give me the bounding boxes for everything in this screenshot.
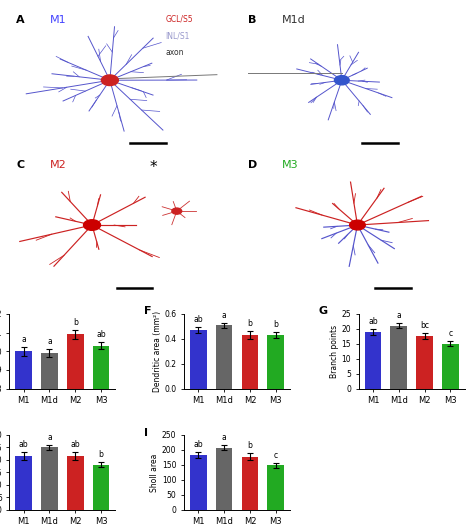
Bar xyxy=(93,465,109,510)
Circle shape xyxy=(172,208,182,214)
Y-axis label: Branch points: Branch points xyxy=(329,324,338,378)
Text: a: a xyxy=(222,311,227,320)
Circle shape xyxy=(350,220,365,230)
Bar xyxy=(216,325,232,389)
Text: D: D xyxy=(248,160,257,169)
Text: c: c xyxy=(273,451,278,460)
Y-axis label: Sholl area: Sholl area xyxy=(150,453,159,492)
Text: b: b xyxy=(247,441,252,450)
Circle shape xyxy=(101,75,118,85)
Text: A: A xyxy=(16,15,25,25)
Text: M1: M1 xyxy=(50,15,66,25)
Text: ab: ab xyxy=(96,330,106,339)
Circle shape xyxy=(83,220,100,230)
Text: bc: bc xyxy=(420,321,429,330)
Bar xyxy=(216,448,232,510)
Bar xyxy=(267,466,284,510)
Text: INL/S1: INL/S1 xyxy=(165,31,190,40)
Bar xyxy=(365,332,381,389)
Text: a: a xyxy=(47,433,52,442)
Text: C: C xyxy=(16,160,24,169)
Text: a: a xyxy=(21,335,26,344)
Bar xyxy=(15,351,32,531)
Text: G: G xyxy=(319,306,328,316)
Text: a: a xyxy=(396,312,401,320)
Bar xyxy=(242,457,258,510)
Text: M3: M3 xyxy=(282,160,298,169)
Bar xyxy=(15,456,32,510)
Bar xyxy=(93,346,109,531)
Bar xyxy=(390,326,407,389)
Text: b: b xyxy=(73,318,78,327)
Text: ab: ab xyxy=(193,440,203,449)
Bar xyxy=(41,353,58,531)
Circle shape xyxy=(335,75,349,85)
Text: ab: ab xyxy=(368,317,378,326)
Text: b: b xyxy=(273,320,278,329)
Text: B: B xyxy=(248,15,256,25)
Text: M2: M2 xyxy=(50,160,66,169)
Bar xyxy=(416,336,433,389)
Text: c: c xyxy=(448,329,452,338)
Text: b: b xyxy=(99,450,103,459)
Text: a: a xyxy=(47,337,52,346)
Text: a: a xyxy=(222,433,227,442)
Text: b: b xyxy=(247,319,252,328)
Text: M1d: M1d xyxy=(282,15,305,25)
Text: ab: ab xyxy=(19,440,28,449)
Text: ab: ab xyxy=(71,440,80,449)
Text: *: * xyxy=(150,160,158,175)
Bar xyxy=(67,456,84,510)
Bar xyxy=(242,335,258,389)
Y-axis label: Dendritic area (mm²): Dendritic area (mm²) xyxy=(153,311,162,392)
Bar xyxy=(67,335,84,531)
Bar xyxy=(41,448,58,510)
Bar xyxy=(190,455,207,510)
Bar xyxy=(190,330,207,389)
Text: axon: axon xyxy=(165,48,184,57)
Text: F: F xyxy=(144,306,151,316)
Bar xyxy=(442,344,459,389)
Text: I: I xyxy=(144,427,148,438)
Text: GCL/S5: GCL/S5 xyxy=(165,15,193,24)
Bar xyxy=(267,335,284,389)
Text: ab: ab xyxy=(193,315,203,324)
